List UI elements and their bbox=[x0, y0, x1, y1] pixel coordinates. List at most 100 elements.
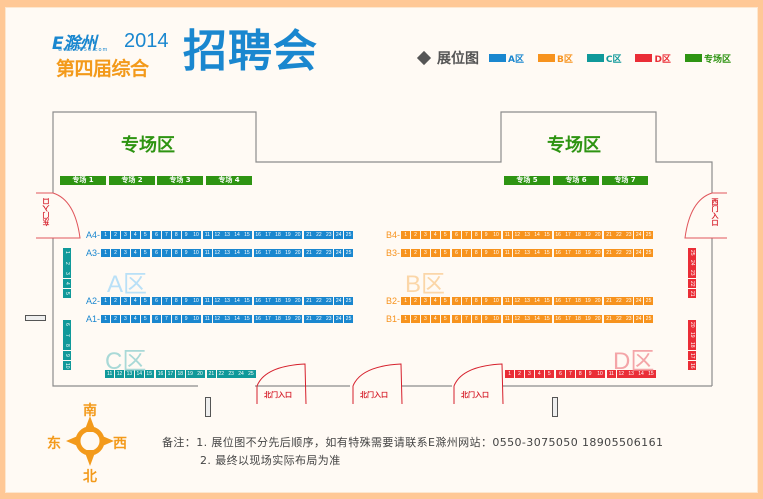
booth[interactable]: 9 bbox=[63, 350, 71, 361]
booth[interactable]: 1 bbox=[101, 314, 111, 323]
booth[interactable]: 25 bbox=[246, 369, 256, 378]
booth[interactable]: 2 bbox=[110, 230, 121, 239]
booth[interactable]: 14 bbox=[232, 314, 242, 323]
booth[interactable]: 11 bbox=[502, 296, 512, 305]
booth[interactable]: 11 bbox=[105, 369, 115, 378]
booth[interactable]: 20 bbox=[293, 230, 303, 239]
booth[interactable]: 1 bbox=[401, 248, 411, 257]
booth[interactable]: 6 bbox=[451, 296, 462, 305]
booth[interactable]: 9 bbox=[181, 248, 191, 257]
booth[interactable]: 2 bbox=[63, 258, 71, 268]
booth[interactable]: 10 bbox=[491, 314, 501, 323]
special-booth-4[interactable]: 专场 4 bbox=[206, 176, 252, 185]
special-booth-5[interactable]: 专场 5 bbox=[504, 176, 550, 185]
booth[interactable]: 19 bbox=[583, 230, 593, 239]
booth[interactable]: 12 bbox=[212, 314, 222, 323]
booth[interactable]: 4 bbox=[130, 296, 140, 305]
booth[interactable]: 22 bbox=[614, 248, 624, 257]
booth[interactable]: 9 bbox=[481, 230, 491, 239]
booth[interactable]: 12 bbox=[512, 248, 522, 257]
booth[interactable]: 19 bbox=[583, 248, 593, 257]
booth[interactable]: 8 bbox=[471, 314, 481, 323]
booth[interactable]: 9 bbox=[585, 369, 595, 378]
booth[interactable]: 6 bbox=[63, 320, 71, 330]
booth[interactable]: 15 bbox=[242, 248, 252, 257]
booth[interactable]: 18 bbox=[573, 230, 583, 239]
booth[interactable]: 24 bbox=[334, 230, 344, 239]
booth[interactable]: 10 bbox=[191, 296, 201, 305]
booth[interactable]: 19 bbox=[583, 314, 593, 323]
booth[interactable]: 16 bbox=[155, 369, 166, 378]
booth[interactable]: 4 bbox=[130, 230, 140, 239]
booth[interactable]: 10 bbox=[491, 248, 501, 257]
booth[interactable]: 14 bbox=[232, 296, 242, 305]
booth[interactable]: 4 bbox=[63, 278, 71, 289]
special-booth-3[interactable]: 专场 3 bbox=[157, 176, 203, 185]
booth[interactable]: 21 bbox=[304, 248, 314, 257]
booth[interactable]: 2 bbox=[410, 230, 421, 239]
booth[interactable]: 8 bbox=[171, 296, 181, 305]
special-booth-6[interactable]: 专场 6 bbox=[553, 176, 599, 185]
booth[interactable]: 8 bbox=[171, 230, 181, 239]
booth[interactable]: 3 bbox=[420, 230, 431, 239]
booth[interactable]: 19 bbox=[688, 330, 696, 340]
booth[interactable]: 22 bbox=[688, 278, 696, 289]
booth[interactable]: 3 bbox=[63, 268, 71, 278]
booth[interactable]: 25 bbox=[343, 248, 354, 257]
booth[interactable]: 5 bbox=[440, 248, 450, 257]
booth[interactable]: 1 bbox=[63, 248, 71, 258]
booth[interactable]: 25 bbox=[343, 314, 354, 323]
booth[interactable]: 17 bbox=[563, 230, 573, 239]
booth[interactable]: 15 bbox=[242, 230, 252, 239]
booth[interactable]: 5 bbox=[440, 296, 450, 305]
booth[interactable]: 13 bbox=[222, 248, 232, 257]
booth[interactable]: 12 bbox=[512, 314, 522, 323]
booth[interactable]: 7 bbox=[161, 296, 172, 305]
booth[interactable]: 22 bbox=[614, 230, 624, 239]
booth[interactable]: 20 bbox=[293, 296, 303, 305]
booth[interactable]: 12 bbox=[616, 369, 626, 378]
booth[interactable]: 4 bbox=[430, 230, 440, 239]
booth[interactable]: 1 bbox=[101, 230, 111, 239]
booth[interactable]: 24 bbox=[634, 296, 644, 305]
booth[interactable]: 8 bbox=[471, 230, 481, 239]
booth[interactable]: 7 bbox=[161, 314, 172, 323]
booth[interactable]: 5 bbox=[63, 288, 71, 299]
booth[interactable]: 2 bbox=[410, 296, 421, 305]
booth[interactable]: 18 bbox=[573, 314, 583, 323]
booth[interactable]: 2 bbox=[410, 314, 421, 323]
booth[interactable]: 14 bbox=[636, 369, 646, 378]
booth[interactable]: 21 bbox=[604, 314, 614, 323]
booth[interactable]: 15 bbox=[242, 314, 252, 323]
booth[interactable]: 18 bbox=[273, 314, 283, 323]
booth[interactable]: 11 bbox=[202, 248, 212, 257]
booth[interactable]: 16 bbox=[553, 296, 563, 305]
booth[interactable]: 6 bbox=[151, 296, 162, 305]
booth[interactable]: 8 bbox=[63, 340, 71, 350]
booth[interactable]: 2 bbox=[110, 314, 121, 323]
booth[interactable]: 7 bbox=[161, 230, 172, 239]
booth[interactable]: 20 bbox=[593, 314, 603, 323]
booth[interactable]: 15 bbox=[542, 230, 552, 239]
booth[interactable]: 23 bbox=[324, 248, 334, 257]
booth[interactable]: 10 bbox=[191, 248, 201, 257]
booth[interactable]: 6 bbox=[451, 230, 462, 239]
booth[interactable]: 1 bbox=[505, 369, 515, 378]
booth[interactable]: 22 bbox=[614, 296, 624, 305]
booth[interactable]: 20 bbox=[293, 314, 303, 323]
booth[interactable]: 12 bbox=[512, 296, 522, 305]
booth[interactable]: 4 bbox=[130, 314, 140, 323]
north-entrance-3[interactable]: 北门入口 bbox=[461, 391, 489, 399]
booth[interactable]: 21 bbox=[206, 369, 216, 378]
booth[interactable]: 20 bbox=[593, 248, 603, 257]
booth[interactable]: 13 bbox=[124, 369, 135, 378]
booth[interactable]: 24 bbox=[634, 230, 644, 239]
booth[interactable]: 12 bbox=[212, 248, 222, 257]
booth[interactable]: 8 bbox=[471, 248, 481, 257]
booth[interactable]: 7 bbox=[161, 248, 172, 257]
booth[interactable]: 19 bbox=[283, 248, 293, 257]
booth[interactable]: 20 bbox=[593, 230, 603, 239]
booth[interactable]: 6 bbox=[555, 369, 566, 378]
booth[interactable]: 9 bbox=[481, 314, 491, 323]
booth[interactable]: 16 bbox=[253, 296, 263, 305]
